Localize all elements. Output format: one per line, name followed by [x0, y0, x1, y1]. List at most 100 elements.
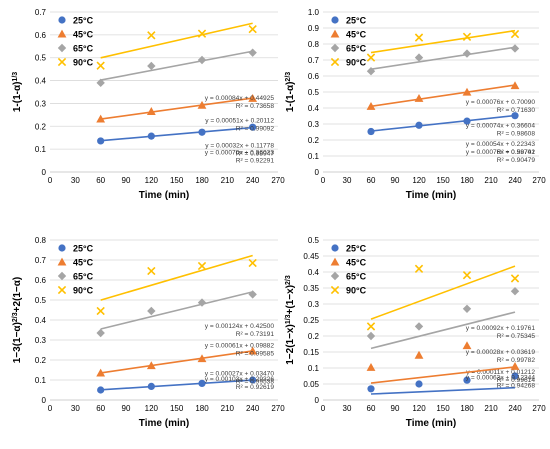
x-tick-label: 210 — [484, 404, 498, 413]
trend-r2: R² = 0.92619 — [236, 384, 275, 391]
legend-marker — [330, 57, 340, 67]
data-point — [249, 123, 257, 131]
y-tick-label: 0.1 — [308, 152, 320, 161]
marker-stroke — [57, 285, 67, 295]
trend-r2: R² = 0.94268 — [497, 382, 536, 389]
trendline — [100, 126, 253, 142]
trendline — [100, 379, 253, 391]
x-tick-label: 60 — [367, 176, 376, 185]
marker-stroke — [366, 322, 376, 331]
x-tick-label: 60 — [96, 404, 105, 413]
legend-label: 45°C — [73, 30, 94, 40]
legend-marker — [57, 271, 67, 281]
x-tick-label: 90 — [122, 176, 131, 185]
y-tick-label: 0.3 — [35, 99, 47, 108]
trend-r2: R² = 0.98608 — [497, 130, 536, 137]
marker-stroke — [147, 31, 156, 40]
data-point — [462, 304, 472, 313]
trend-equation: y = 0.00084x + 0.44925 — [205, 95, 275, 102]
y-axis-label-tail: +(1−x) — [285, 285, 296, 314]
y-tick-label: 0.3 — [35, 336, 47, 345]
data-point — [96, 78, 105, 88]
trendline — [370, 265, 516, 320]
y-axis-label-base: 1−3(1−α) — [12, 322, 23, 363]
y-axis-label-base: 1-(1-α) — [285, 82, 296, 113]
data-point — [414, 264, 424, 273]
y-tick-label: 0 — [315, 396, 320, 405]
y-tick-label: 0.4 — [35, 77, 47, 86]
y-axis-label-sup: 1/3 — [12, 72, 19, 82]
data-point — [147, 382, 155, 390]
y-tick-label: 0 — [42, 396, 47, 405]
data-point — [146, 361, 156, 370]
marker-stroke — [147, 266, 156, 276]
data-point — [197, 261, 207, 271]
legend-marker — [57, 43, 67, 53]
trend-equation: y = 0.00076x + 0.59702 — [466, 149, 536, 156]
y-axis-label-sup2: 2/3 — [285, 275, 292, 285]
x-tick-label: 210 — [484, 176, 498, 185]
x-tick-label: 180 — [195, 176, 209, 185]
trend-r2: R² = 0.73191 — [236, 331, 275, 338]
legend-marker — [58, 16, 66, 24]
y-tick-label: 0.6 — [35, 276, 47, 285]
x-tick-label: 150 — [170, 404, 184, 413]
data-point — [147, 31, 156, 40]
legend: 25°C 45°C 65°C 90°C — [57, 244, 94, 296]
y-tick-label: 0.5 — [35, 54, 47, 63]
marker-stroke — [330, 285, 340, 295]
legend-label: 25°C — [346, 16, 367, 26]
y-tick-label: 0.2 — [35, 122, 47, 131]
marker-stroke — [96, 306, 105, 316]
y-tick-label: 0.6 — [35, 31, 47, 40]
trend-equation: y = 0.00011x + 0.01212 — [466, 369, 535, 376]
x-tick-label: 0 — [321, 404, 326, 413]
chart-panel-top-right: 0 0.1 0.2 0.3 0.4 0.5 0.6 0.7 0.8 0.9 1.0 0 30 60 90 12… — [285, 8, 547, 201]
marker-stroke — [248, 24, 257, 34]
data-point — [415, 121, 423, 129]
marker-stroke — [462, 32, 472, 41]
data-point — [366, 67, 376, 76]
x-tick-label: 90 — [391, 176, 400, 185]
data-point — [249, 376, 257, 384]
data-point — [463, 117, 471, 125]
data-point — [197, 100, 207, 109]
y-axis-label: 1−3(1−α)2/3+2(1−α) — [12, 277, 24, 364]
y-tick-label: 0.8 — [35, 236, 47, 245]
legend-label: 25°C — [73, 244, 94, 254]
trend-equation: y = 0.00027x + 0.03470 — [205, 370, 275, 377]
data-point — [414, 94, 424, 102]
y-tick-label: 0.9 — [308, 24, 320, 33]
marker-stroke — [510, 274, 520, 283]
data-point — [147, 132, 155, 140]
data-point — [96, 306, 105, 316]
y-tick-label: 0.7 — [35, 256, 47, 265]
y-tick-label: 0.1 — [35, 145, 47, 154]
marker-stroke — [248, 258, 257, 268]
data-point — [414, 322, 424, 331]
data-point — [198, 128, 206, 136]
trend-r2: R² = 0.99614 — [497, 377, 536, 384]
x-axis-label: Time (min) — [406, 418, 456, 429]
x-tick-label: 0 — [321, 176, 326, 185]
x-axis-label: Time (min) — [139, 190, 189, 201]
trendline — [100, 350, 253, 374]
y-tick-label: 0.45 — [303, 252, 319, 261]
data-point — [197, 29, 207, 38]
data-point — [96, 368, 106, 377]
y-tick-label: 0.7 — [35, 8, 47, 17]
y-tick-label: 0.5 — [35, 296, 47, 305]
legend-marker — [57, 29, 67, 38]
data-point — [510, 274, 520, 283]
trendline — [370, 84, 516, 108]
data-point — [197, 55, 207, 65]
trend-r2: R² = 0.98947 — [236, 150, 275, 157]
trend-equation: y = 0.00051x + 0.20112 — [205, 118, 274, 125]
